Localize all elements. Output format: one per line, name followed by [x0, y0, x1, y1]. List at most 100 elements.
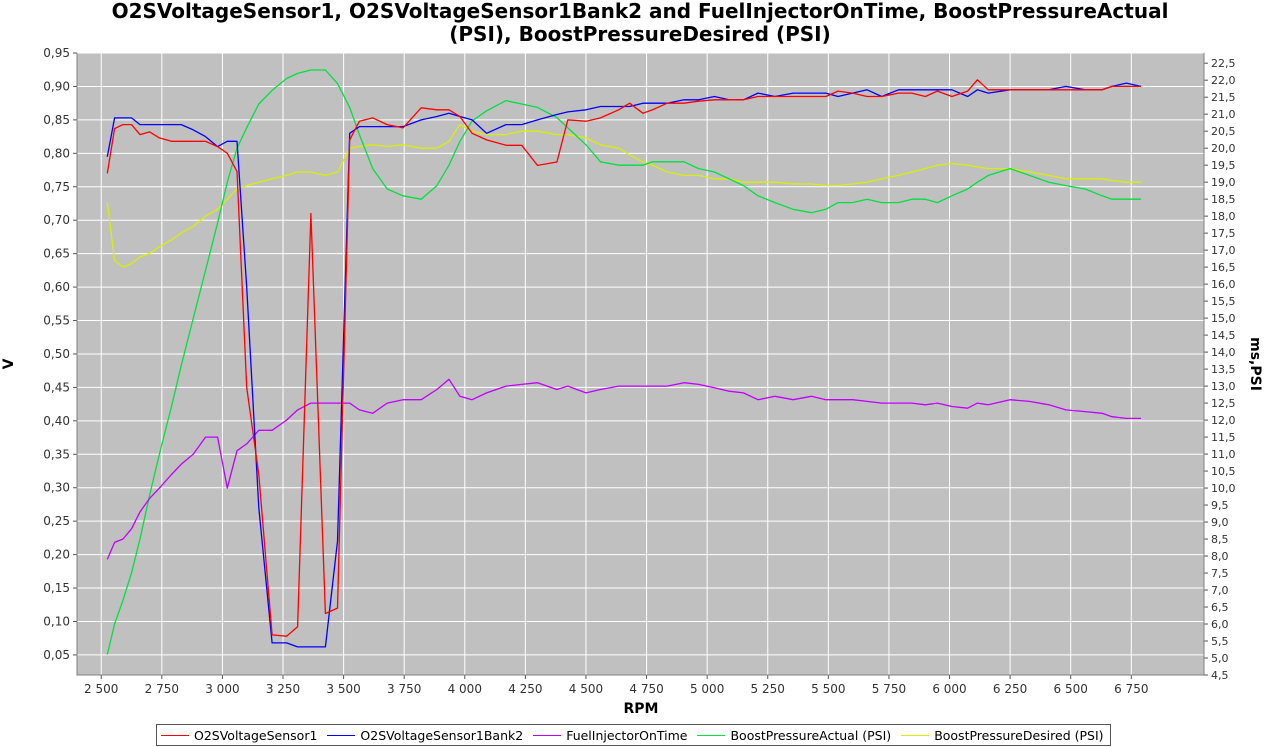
legend-swatch — [901, 734, 930, 736]
y-left-tick-label: 0,55 — [43, 314, 70, 328]
y-right-tick-label: 21,0 — [1211, 108, 1236, 121]
x-tick-label: 4 750 — [629, 682, 663, 696]
y-right-tick-label: 14,5 — [1211, 329, 1236, 342]
x-tick-label: 6 250 — [993, 682, 1027, 696]
y-left-tick-label: 0,65 — [43, 247, 70, 261]
y-left-tick-label: 0,25 — [43, 514, 70, 528]
y-left-tick-label: 0,90 — [43, 79, 70, 93]
y-right-tick-label: 15,5 — [1211, 295, 1236, 308]
y-left-tick-label: 0,75 — [43, 180, 70, 194]
legend-label: FuelInjectorOnTime — [566, 727, 688, 743]
y-left-tick-label: 0,80 — [43, 146, 70, 160]
y-left-tick-label: 0,35 — [43, 447, 70, 461]
legend-item: BoostPressureDesired (PSI) — [901, 727, 1104, 743]
y-right-tick-label: 7,0 — [1211, 584, 1229, 597]
y-right-tick-label: 19,5 — [1211, 159, 1236, 172]
y-right-tick-label: 5,5 — [1211, 635, 1229, 648]
y-left-tick-label: 0,50 — [43, 347, 70, 361]
y-right-tick-label: 6,0 — [1211, 618, 1229, 631]
legend-item: FuelInjectorOnTime — [533, 728, 687, 743]
y-right-tick-label: 6,5 — [1211, 601, 1229, 614]
y-left-tick-label: 0,60 — [43, 280, 70, 294]
y-right-tick-label: 12,0 — [1211, 414, 1236, 427]
y-right-tick-label: 11,5 — [1211, 431, 1236, 444]
y-right-tick-label: 10,0 — [1211, 482, 1236, 495]
y-right-tick-label: 12,5 — [1211, 397, 1236, 410]
y-right-tick-label: 11,0 — [1211, 448, 1236, 461]
y-right-tick-label: 4,5 — [1211, 669, 1229, 682]
x-tick-label: 5 000 — [690, 682, 724, 696]
y-right-tick-label: 22,5 — [1211, 57, 1236, 70]
y-right-tick-label: 14,0 — [1211, 346, 1236, 359]
legend-swatch — [697, 734, 726, 736]
series-line-boostpressureactual-psi — [106, 69, 1141, 655]
legend-label: BoostPressureActual (PSI) — [730, 727, 892, 743]
legend-label: O2SVoltageSensor1Bank2 — [360, 727, 524, 743]
y-right-tick-label: 17,0 — [1211, 244, 1236, 257]
legend-swatch — [161, 734, 189, 736]
y-right-tick-label: 22,0 — [1211, 74, 1236, 87]
x-tick-label: 3 500 — [326, 682, 360, 696]
x-axis-label: RPM — [624, 701, 659, 717]
legend-item: BoostPressureActual (PSI) — [697, 728, 891, 743]
legend-label: O2SVoltageSensor1 — [194, 727, 318, 743]
legend-swatch — [533, 734, 562, 736]
legend-label: BoostPressureDesired (PSI) — [934, 727, 1104, 743]
y-right-tick-label: 20,5 — [1211, 125, 1236, 138]
x-tick-label: 6 000 — [932, 682, 966, 696]
legend-swatch — [327, 734, 356, 736]
y-left-tick-label: 0,05 — [43, 648, 70, 662]
x-tick-label: 4 000 — [448, 682, 482, 696]
y-right-tick-label: 8,5 — [1211, 533, 1229, 546]
y-right-tick-label: 10,5 — [1211, 465, 1236, 478]
x-tick-label: 4 250 — [508, 682, 542, 696]
x-tick-label: 5 500 — [811, 682, 845, 696]
x-tick-label: 3 000 — [205, 682, 239, 696]
y-axis-left-label: V — [1, 358, 17, 369]
x-tick-label: 3 750 — [387, 682, 421, 696]
y-left-tick-label: 0,15 — [43, 581, 70, 595]
y-left-tick-label: 0,45 — [43, 380, 70, 394]
y-left-tick-label: 0,20 — [43, 548, 70, 562]
x-tick-label: 6 750 — [1114, 682, 1148, 696]
y-right-tick-label: 19,0 — [1211, 176, 1236, 189]
y-right-tick-label: 21,5 — [1211, 91, 1236, 104]
y-left-tick-label: 0,85 — [43, 113, 70, 127]
series-layer — [106, 69, 1142, 655]
y-right-tick-label: 7,5 — [1211, 567, 1229, 580]
y-right-tick-label: 9,0 — [1211, 516, 1229, 529]
x-tick-label: 6 500 — [1054, 682, 1088, 696]
x-tick-label: 5 250 — [751, 682, 785, 696]
legend-item: O2SVoltageSensor1Bank2 — [327, 728, 523, 743]
y-right-tick-label: 15,0 — [1211, 312, 1236, 325]
y-axis-right-label: ms,PSI — [1247, 337, 1263, 391]
x-tick-label: 2 750 — [145, 682, 179, 696]
y-axis-right: 4,5 5,0 5,5 6,0 6,5 7,0 7,5 8,0 8,5 9,0 9,5 10,0 10,… — [1203, 53, 1236, 682]
y-axis-left: 0,05 0,10 0,15 0,20 0,25 0,30 0,35 0,40 0,45 0,50… — [43, 46, 78, 675]
x-axis: 2 500 2 750 3 000 3 250 3 500 3 750 4 000 4 250… — [77, 674, 1204, 696]
x-tick-label: 4 500 — [569, 682, 603, 696]
y-right-tick-label: 9,5 — [1211, 499, 1229, 512]
y-right-tick-label: 13,0 — [1211, 380, 1236, 393]
series-line-o2svoltagesensor1 — [106, 79, 1141, 637]
y-left-tick-label: 0,95 — [43, 46, 70, 60]
legend-item: O2SVoltageSensor1 — [161, 728, 317, 743]
chart-title-line2: (PSI), BoostPressureDesired (PSI) — [449, 22, 831, 46]
y-right-tick-label: 18,5 — [1211, 193, 1236, 206]
y-right-tick-label: 20,0 — [1211, 142, 1236, 155]
chart-legend: O2SVoltageSensor1 O2SVoltageSensor1Bank2 F… — [156, 724, 1111, 746]
x-tick-label: 5 750 — [872, 682, 906, 696]
y-right-tick-label: 13,5 — [1211, 363, 1236, 376]
y-left-tick-label: 0,10 — [43, 614, 70, 628]
y-right-tick-label: 18,0 — [1211, 210, 1236, 223]
x-tick-label: 2 500 — [84, 682, 118, 696]
y-right-tick-label: 8,0 — [1211, 550, 1229, 563]
y-left-tick-label: 0,30 — [43, 481, 70, 495]
y-left-tick-label: 0,40 — [43, 414, 70, 428]
y-right-tick-label: 5,0 — [1211, 652, 1229, 665]
y-right-tick-label: 16,5 — [1211, 261, 1236, 274]
y-right-tick-label: 17,5 — [1211, 227, 1236, 240]
y-right-tick-label: 16,0 — [1211, 278, 1236, 291]
series-line-o2svoltagesensor1bank2 — [106, 82, 1142, 648]
